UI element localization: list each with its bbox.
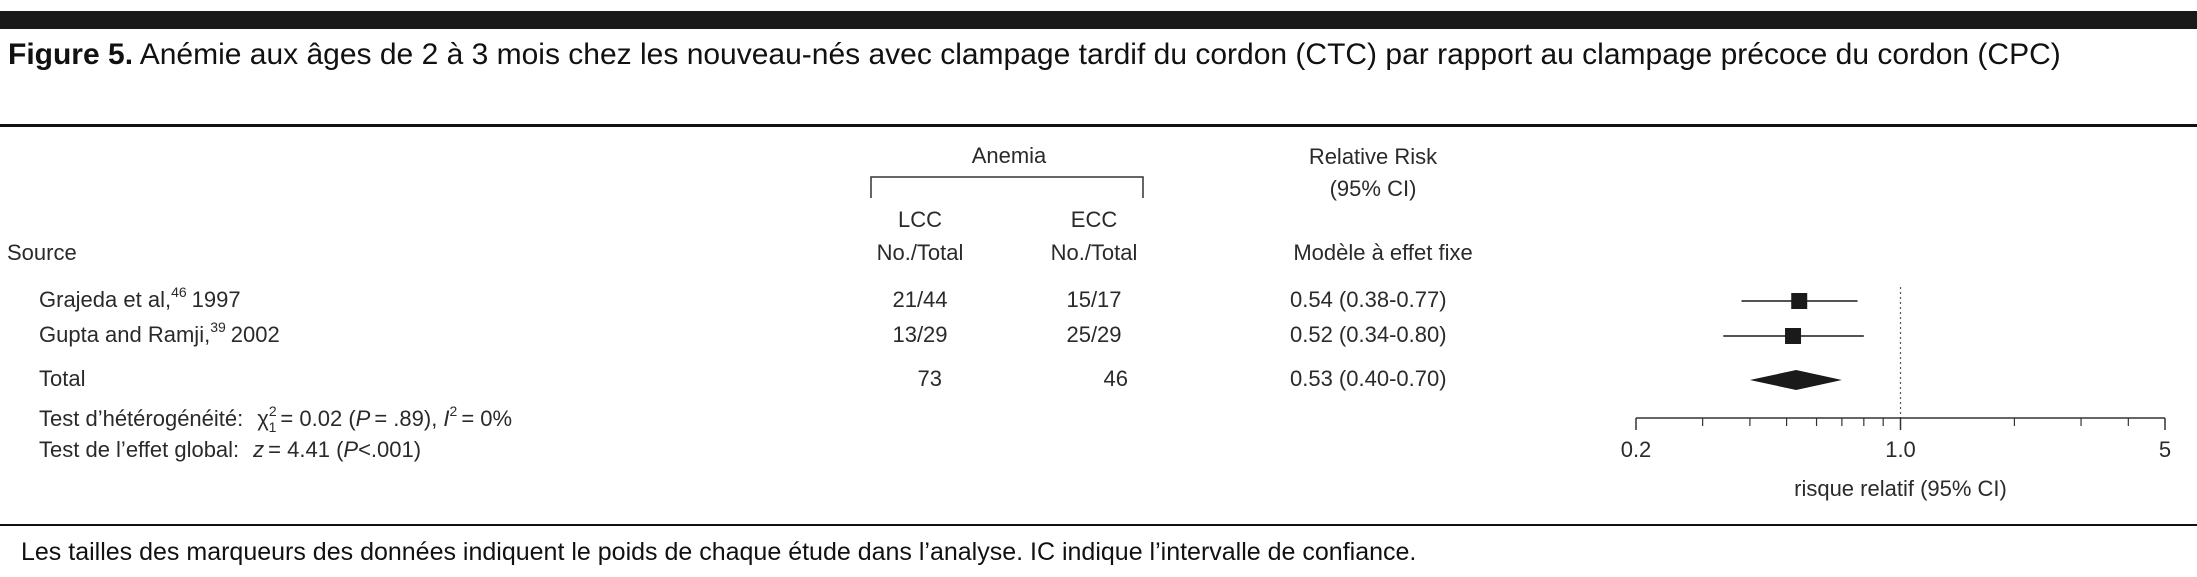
x-tick-label: 5 xyxy=(2159,437,2171,462)
header: No./Total xyxy=(1051,240,1138,265)
label: Test de l’effet global: xyxy=(39,437,239,462)
cell: 73 xyxy=(918,366,942,391)
header: No./Total xyxy=(877,240,964,265)
value: <.001) xyxy=(358,437,421,462)
symbol: P xyxy=(343,437,358,462)
header: Source xyxy=(7,240,77,265)
rule xyxy=(0,524,2197,526)
symbol: z xyxy=(252,437,264,462)
header: (95% CI) xyxy=(1330,176,1417,201)
top-bar xyxy=(0,11,2197,29)
year: 2002 xyxy=(231,322,280,347)
rule xyxy=(0,124,2197,127)
symbol: P xyxy=(356,406,371,431)
header: Modèle à effet fixe xyxy=(1293,240,1472,265)
study-name: Gupta and Ramji, xyxy=(39,322,210,347)
symbol: I xyxy=(443,406,449,431)
overall-effect: Test de l’effet global: z = 4.41 (P<.001) xyxy=(39,437,421,462)
value-label: 0.52 (0.34-0.80) xyxy=(1290,322,1447,347)
label: Test d’hétérogénéité: xyxy=(39,406,243,431)
header: ECC xyxy=(1071,207,1118,232)
subscript: 1 xyxy=(269,419,277,435)
figure-label: Figure 5. xyxy=(8,38,134,71)
footnote: Les tailles des marqueurs des données in… xyxy=(21,538,1417,566)
total-label: Total xyxy=(39,366,85,391)
value: = .89), xyxy=(374,406,443,431)
point-estimate xyxy=(1791,293,1808,309)
value-label: 0.53 (0.40-0.70) xyxy=(1290,366,1447,391)
superscript: 2 xyxy=(450,403,458,419)
cell: 15/17 xyxy=(1066,287,1121,312)
study-name: Grajeda et al, xyxy=(39,287,171,312)
heterogeneity: Test d’hétérogénéité: χ2 1 = 0.02 (P = .89),… xyxy=(39,403,512,435)
pooled-diamond xyxy=(1749,370,1842,390)
header: Anemia xyxy=(972,143,1047,168)
x-tick-label: 1.0 xyxy=(1885,437,1916,462)
source: Gupta and Ramji,39 2002 xyxy=(39,319,280,347)
header: Relative Risk xyxy=(1309,144,1438,169)
reference: 39 xyxy=(210,319,226,335)
point-estimate xyxy=(1785,328,1802,344)
value: = 0.02 ( xyxy=(280,406,356,431)
header: LCC xyxy=(898,207,942,232)
group-bracket xyxy=(870,176,1144,198)
source: Grajeda et al,46 1997 xyxy=(39,284,241,312)
cell: 25/29 xyxy=(1066,322,1121,347)
x-axis-label: risque relatif (95% CI) xyxy=(1794,476,2007,501)
reference: 46 xyxy=(171,284,187,300)
cell: 21/44 xyxy=(892,287,947,312)
superscript: 2 xyxy=(269,403,277,419)
cell: 46 xyxy=(1104,366,1128,391)
caption-text: Anémie aux âges de 2 à 3 mois chez les n… xyxy=(139,38,2061,71)
symbol: χ xyxy=(257,406,269,431)
cell: 13/29 xyxy=(892,322,947,347)
value: = 0% xyxy=(461,406,512,431)
value-label: 0.54 (0.38-0.77) xyxy=(1290,287,1447,312)
value: = 4.41 ( xyxy=(268,437,344,462)
caption: Figure 5. Anémie aux âges de 2 à 3 mois … xyxy=(8,36,2178,74)
year: 1997 xyxy=(192,287,241,312)
x-tick-label: 0.2 xyxy=(1621,437,1652,462)
